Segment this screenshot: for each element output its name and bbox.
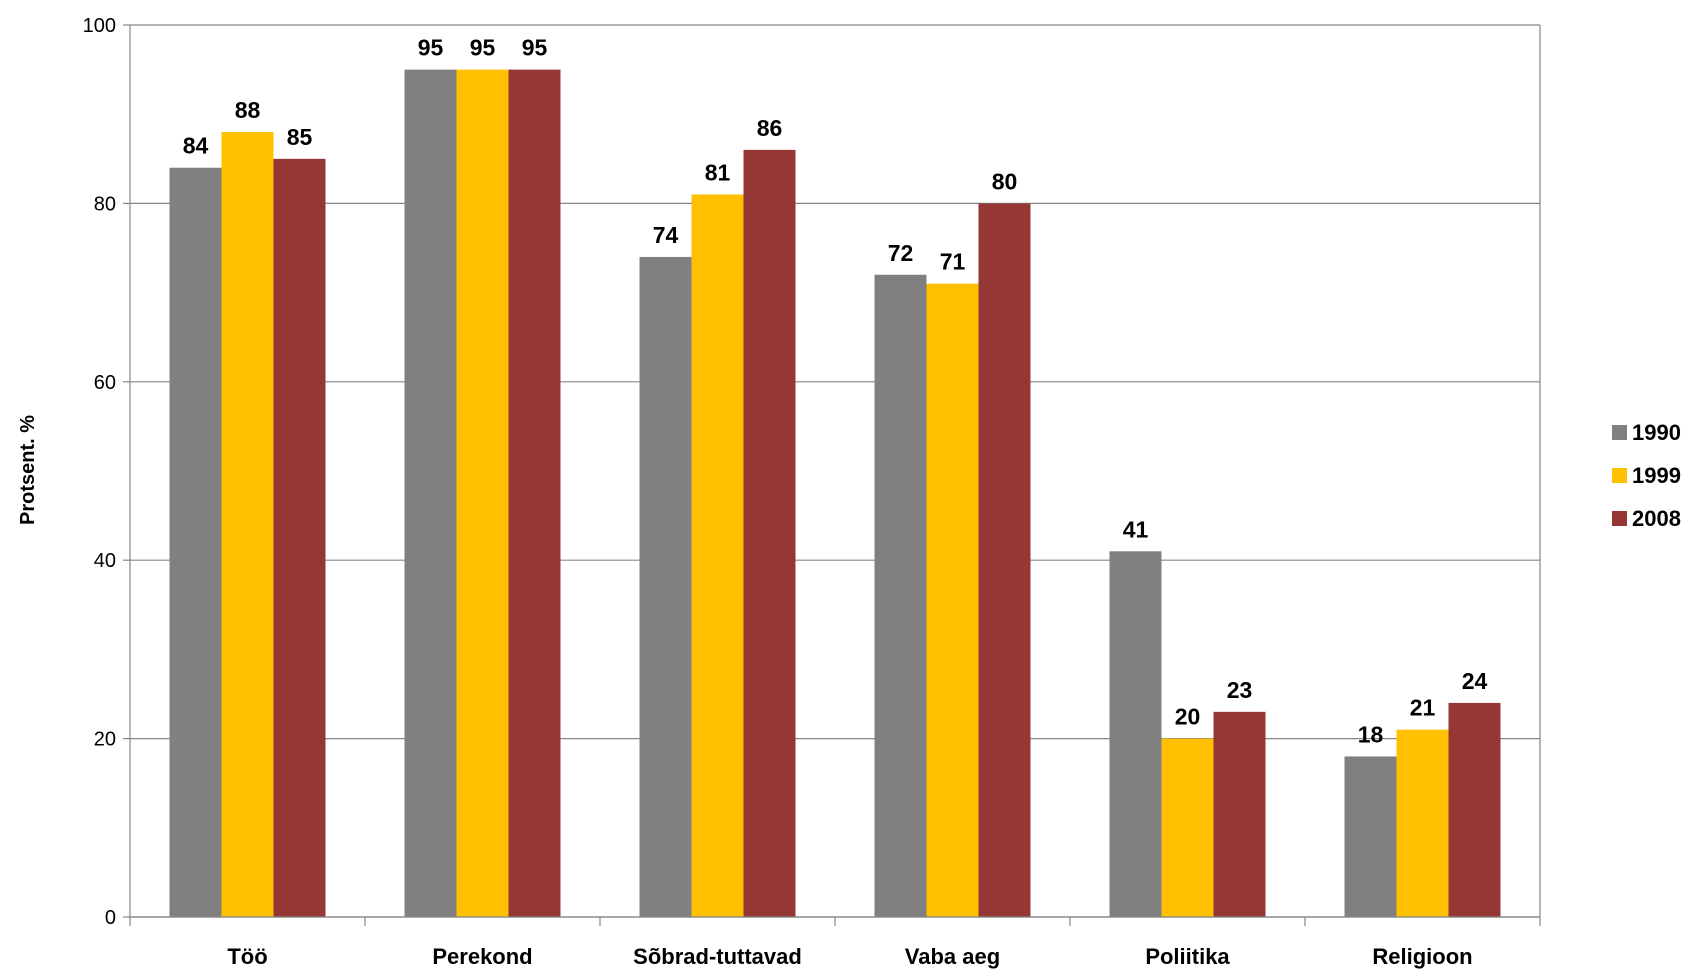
data-label: 80 xyxy=(992,168,1018,194)
x-category-label: Töö xyxy=(227,944,267,969)
data-label: 20 xyxy=(1175,704,1201,730)
data-label: 95 xyxy=(418,35,444,61)
y-tick-label: 60 xyxy=(94,372,116,394)
bar xyxy=(1213,711,1266,917)
legend-swatch xyxy=(1612,511,1627,526)
data-label: 95 xyxy=(522,35,548,61)
bar xyxy=(874,274,927,917)
legend: 1990 1999 2008 xyxy=(1612,420,1681,531)
bar xyxy=(273,158,326,918)
y-tick-label: 80 xyxy=(94,193,116,215)
data-label: 23 xyxy=(1227,677,1253,703)
data-label: 84 xyxy=(183,133,209,159)
bar xyxy=(978,203,1031,917)
data-label: 21 xyxy=(1410,695,1436,721)
y-tick-label: 20 xyxy=(94,729,116,751)
data-label: 88 xyxy=(235,97,261,123)
bar xyxy=(456,69,509,918)
bar xyxy=(926,283,979,917)
legend-swatch xyxy=(1612,425,1627,440)
legend-label: 1999 xyxy=(1632,463,1681,488)
bar xyxy=(743,149,796,917)
y-tick-label: 40 xyxy=(94,550,116,572)
gridlines xyxy=(130,24,1540,918)
data-labels: 84 88 85 95 95 95 74 81 86 72 71 80 41 20 23 18 21 24 xyxy=(183,35,1488,748)
bar xyxy=(1344,756,1397,917)
data-label: 72 xyxy=(888,240,914,266)
data-label: 18 xyxy=(1358,721,1384,747)
bars xyxy=(169,69,1501,918)
legend-label: 1990 xyxy=(1632,420,1681,445)
data-label: 85 xyxy=(287,124,313,150)
bar xyxy=(639,256,692,917)
data-label: 81 xyxy=(705,159,731,185)
y-tick-labels: 0 20 40 60 80 100 xyxy=(83,15,116,929)
bar xyxy=(221,132,274,918)
bar xyxy=(169,167,222,918)
data-label: 41 xyxy=(1123,516,1149,542)
x-category-label: Vaba aeg xyxy=(905,944,1000,969)
bar xyxy=(1109,551,1162,917)
data-label: 71 xyxy=(940,249,966,275)
legend-swatch xyxy=(1612,468,1627,483)
y-tick-label: 100 xyxy=(83,15,116,37)
bar xyxy=(508,69,561,918)
data-label: 95 xyxy=(470,35,496,61)
bar xyxy=(691,194,744,918)
x-category-label: Poliitika xyxy=(1145,944,1230,969)
x-category-label: Sõbrad-tuttavad xyxy=(633,944,802,969)
y-axis-label: Protsent. % xyxy=(17,415,39,525)
bar xyxy=(404,69,457,918)
data-label: 86 xyxy=(757,115,783,141)
y-tick-label: 0 xyxy=(105,907,116,929)
bar xyxy=(1396,729,1449,917)
x-category-label: Religioon xyxy=(1372,944,1472,969)
bar xyxy=(1448,702,1501,917)
data-label: 24 xyxy=(1462,668,1488,694)
bar xyxy=(1161,738,1214,917)
x-category-labels: Töö Perekond Sõbrad-tuttavad Vaba aeg Poliit… xyxy=(227,944,1472,969)
x-category-label: Perekond xyxy=(432,944,532,969)
legend-label: 2008 xyxy=(1632,506,1681,531)
data-label: 74 xyxy=(653,222,679,248)
axes xyxy=(123,24,1541,926)
